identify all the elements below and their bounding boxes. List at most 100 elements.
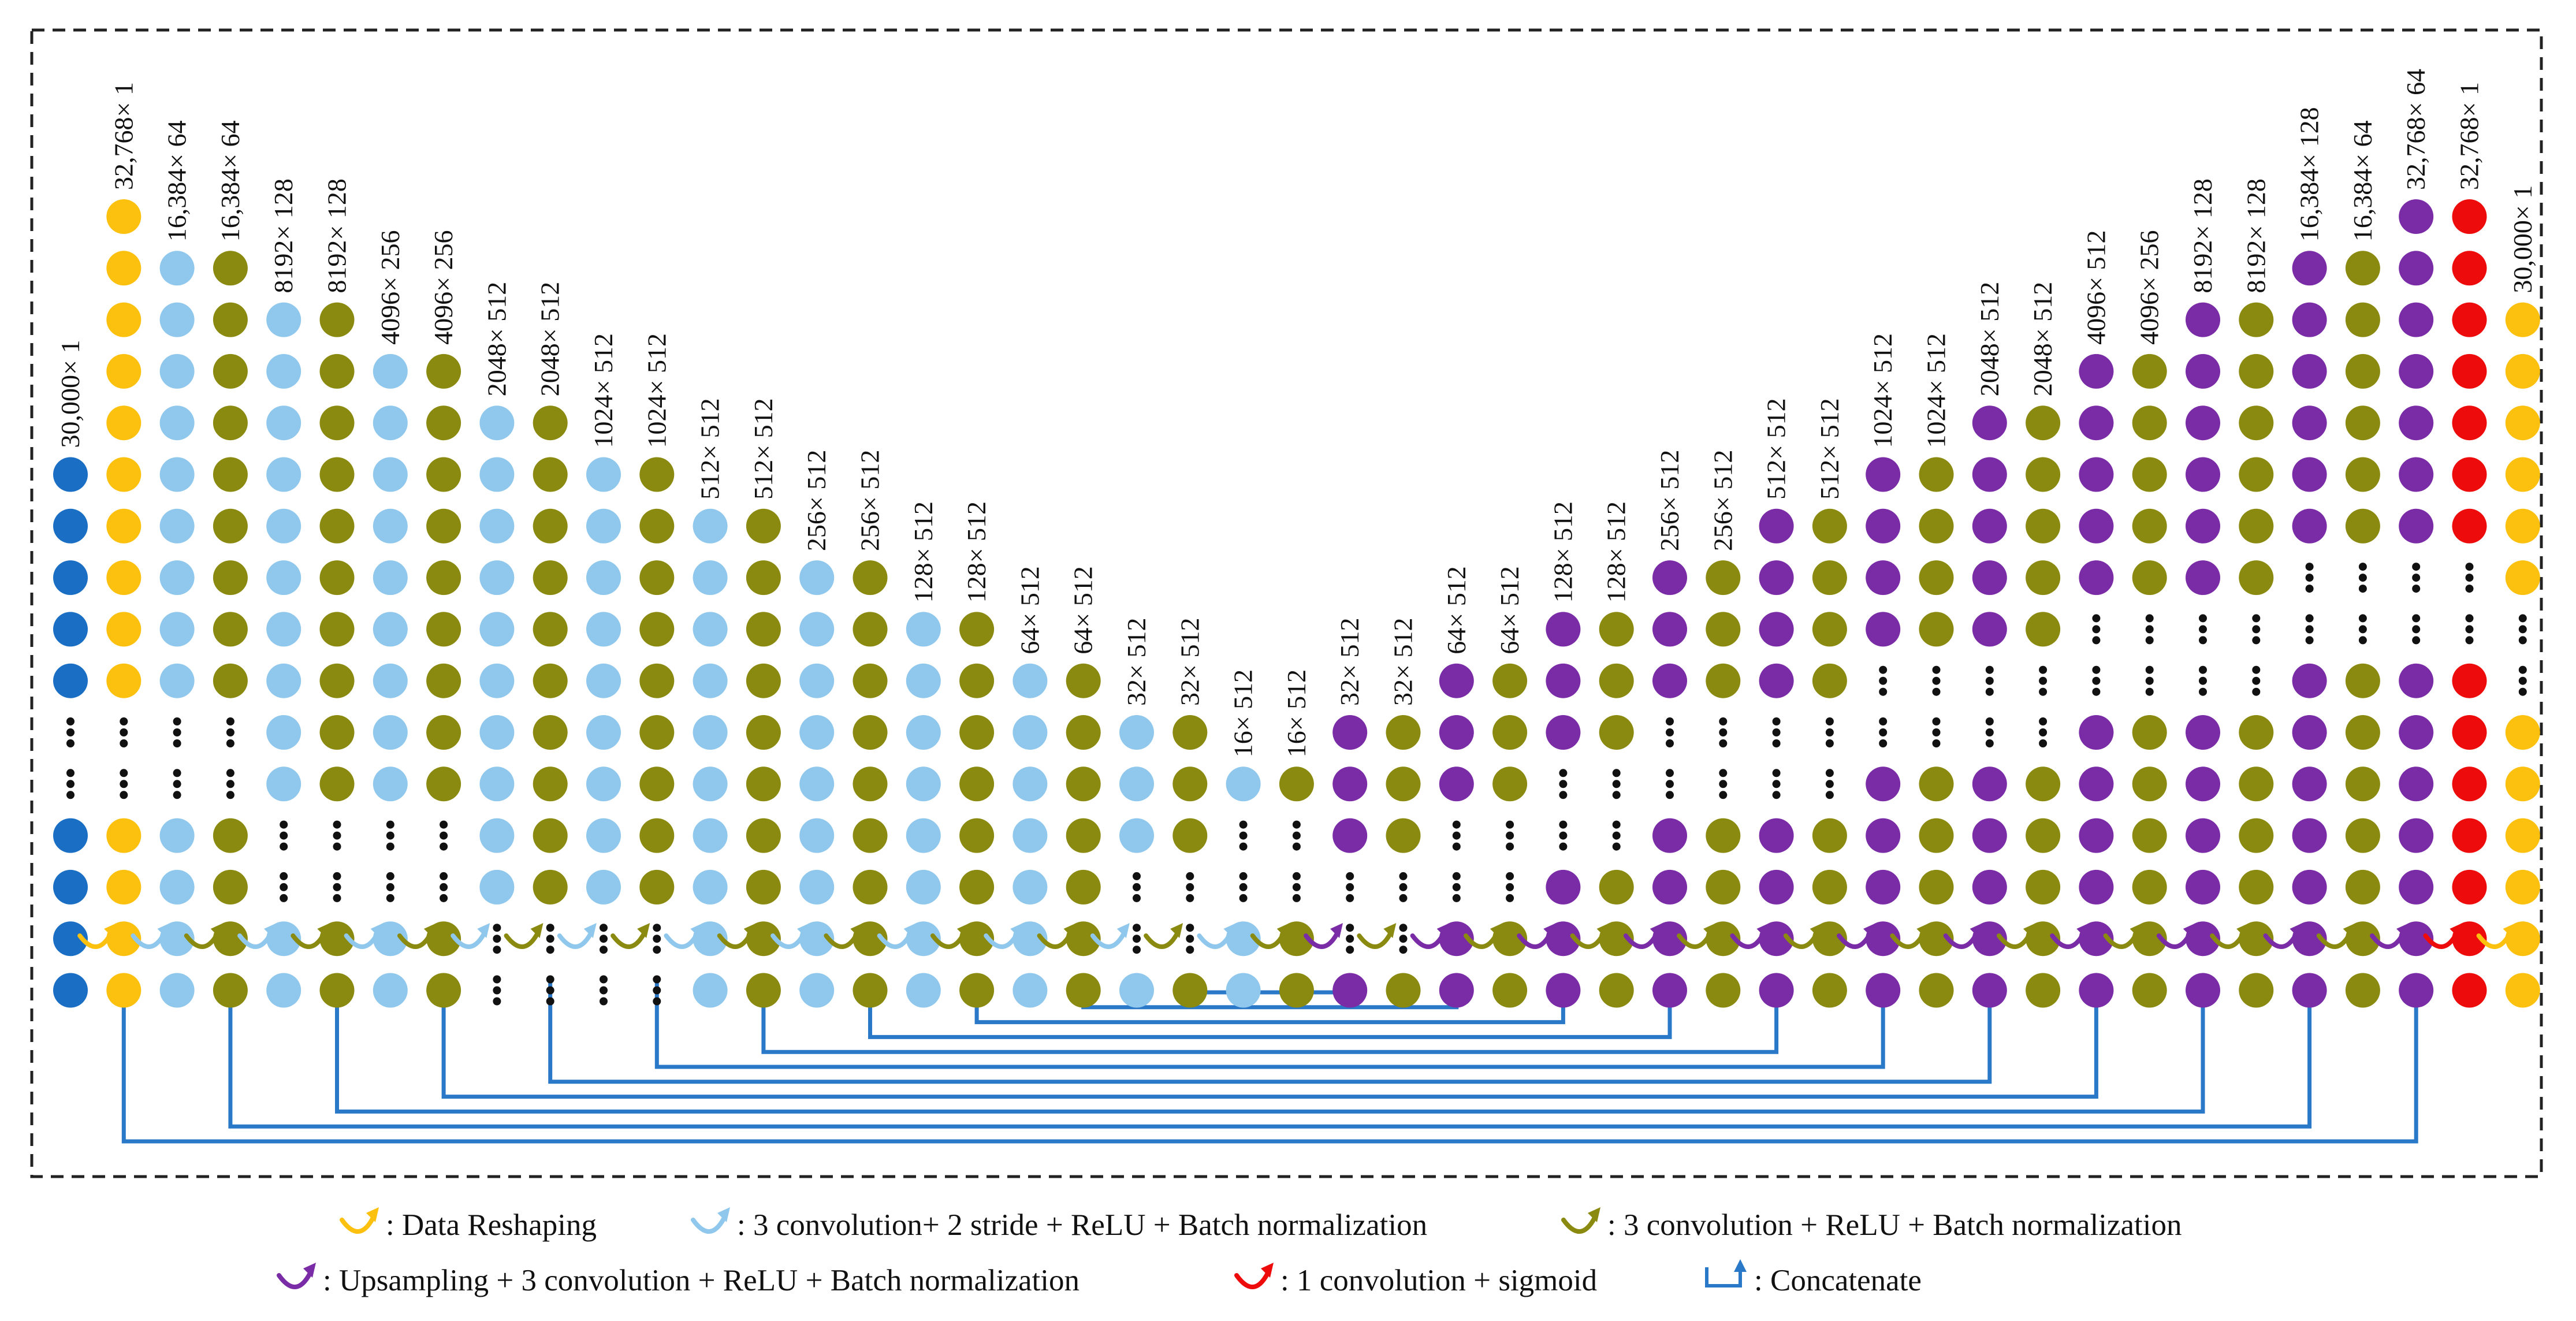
- layer-node: [213, 869, 248, 905]
- ellipsis-dot: [1133, 883, 1141, 891]
- layer-node: [2452, 818, 2487, 853]
- operation-arrow: [611, 931, 647, 949]
- layer-column: 128× 512: [906, 501, 970, 1008]
- layer-node: [2452, 302, 2487, 337]
- layer-node: [959, 715, 995, 750]
- layer-node: [2399, 251, 2434, 286]
- layer-node: [693, 663, 728, 698]
- ellipsis-dot: [546, 946, 554, 954]
- layer-node: [746, 869, 781, 905]
- layer-column: 2048× 512: [533, 282, 597, 1006]
- ellipsis-dot: [2145, 625, 2154, 634]
- ellipsis-dot: [1346, 935, 1354, 943]
- layer-node: [1972, 766, 2007, 802]
- ellipsis-dot: [1133, 946, 1141, 954]
- ellipsis-dot: [1346, 894, 1354, 902]
- layer-node: [1812, 818, 1847, 853]
- layer-node: [2452, 663, 2487, 698]
- layer-dimension-label: 4096× 256: [375, 230, 405, 344]
- layer-node: [693, 560, 728, 596]
- layer-node: [2399, 199, 2434, 234]
- layer-node: [1332, 818, 1368, 853]
- layer-node: [1919, 921, 1954, 957]
- layer-column: 512× 512: [746, 398, 810, 1008]
- layer-dimension-label: 32× 512: [1335, 618, 1364, 706]
- layer-dimension-label: 32,768× 1: [109, 82, 138, 190]
- layer-column: 2048× 512: [2026, 282, 2090, 1008]
- ellipsis-dot: [1666, 769, 1674, 777]
- layer-node: [1706, 560, 1741, 596]
- layer-dimension-label: 1024× 512: [642, 333, 671, 448]
- ellipsis-dot: [2412, 563, 2421, 571]
- ellipsis-dot: [600, 997, 608, 1006]
- layer-node: [2452, 715, 2487, 750]
- layer-node: [479, 457, 515, 492]
- ellipsis-dot: [386, 831, 394, 840]
- operation-arrow: [451, 931, 487, 949]
- layer-column: 128× 512: [1599, 501, 1663, 1008]
- layer-node: [2026, 457, 2061, 492]
- layer-node: [639, 663, 675, 698]
- ellipsis-dot: [1825, 769, 1834, 777]
- layer-node: [2186, 715, 2220, 750]
- operation-arrow: [1410, 931, 1446, 949]
- layer-node: [1919, 560, 1954, 596]
- layer-node: [2399, 766, 2434, 802]
- layer-node: [159, 302, 195, 337]
- ellipsis-dot: [600, 924, 608, 932]
- layer-node: [799, 715, 835, 750]
- layer-node: [159, 612, 195, 647]
- layer-node: [2186, 353, 2220, 389]
- layer-node: [2239, 560, 2274, 596]
- layer-node: [2239, 405, 2274, 441]
- layer-node: [853, 818, 888, 853]
- layer-node: [1012, 869, 1048, 905]
- layer-node: [319, 663, 355, 698]
- layer-node: [1386, 973, 1421, 1008]
- layer-node: [2292, 302, 2327, 337]
- ellipsis-dot: [226, 780, 234, 788]
- layer-node: [159, 869, 195, 905]
- ellipsis-dot: [2358, 585, 2367, 593]
- layer-node: [1972, 973, 2007, 1008]
- layer-dimension-label: 2048× 512: [482, 282, 511, 396]
- ellipsis-dot: [1879, 717, 1888, 725]
- ellipsis-dot: [1985, 739, 1994, 747]
- layer-node: [853, 663, 888, 698]
- layer-node: [533, 818, 568, 853]
- ellipsis-dot: [2518, 636, 2527, 645]
- layer-node: [266, 921, 301, 957]
- layer-column: 64× 512: [1012, 566, 1077, 1008]
- ellipsis-dot: [120, 769, 128, 777]
- ellipsis-dot: [2358, 625, 2367, 634]
- layer-column: 16,384× 64: [159, 120, 224, 1008]
- ellipsis-dot: [2039, 717, 2048, 725]
- layer-node: [1919, 508, 1954, 544]
- ellipsis-dot: [1506, 883, 1514, 891]
- layer-node: [1226, 766, 1261, 802]
- ellipsis-dot: [1506, 842, 1514, 851]
- skip-connection-line: [974, 976, 1565, 1025]
- layer-node: [479, 560, 515, 596]
- layer-node: [2505, 560, 2540, 596]
- layer-node: [373, 973, 408, 1008]
- ellipsis-dot: [1772, 791, 1781, 799]
- layer-dimension-label: 4096× 256: [2135, 230, 2164, 344]
- layer-dimension-label: 16× 512: [1229, 669, 1258, 757]
- layer-node: [1812, 508, 1847, 544]
- layer-node: [106, 869, 142, 905]
- layer-column: 128× 512: [959, 501, 1023, 1008]
- ellipsis-dot: [546, 986, 554, 995]
- layer-node: [2399, 405, 2434, 441]
- legend-label: : Upsampling + 3 convolution + ReLU + Ba…: [323, 1264, 1079, 1297]
- layer-node: [106, 353, 142, 389]
- ellipsis-dot: [2092, 665, 2101, 674]
- layer-node: [213, 302, 248, 337]
- layer-node: [266, 353, 301, 389]
- layer-node: [2399, 353, 2434, 389]
- layer-node: [533, 612, 568, 647]
- layer-node: [266, 508, 301, 544]
- ellipsis-dot: [1186, 883, 1194, 891]
- ellipsis-dot: [120, 739, 128, 747]
- layer-node: [213, 663, 248, 698]
